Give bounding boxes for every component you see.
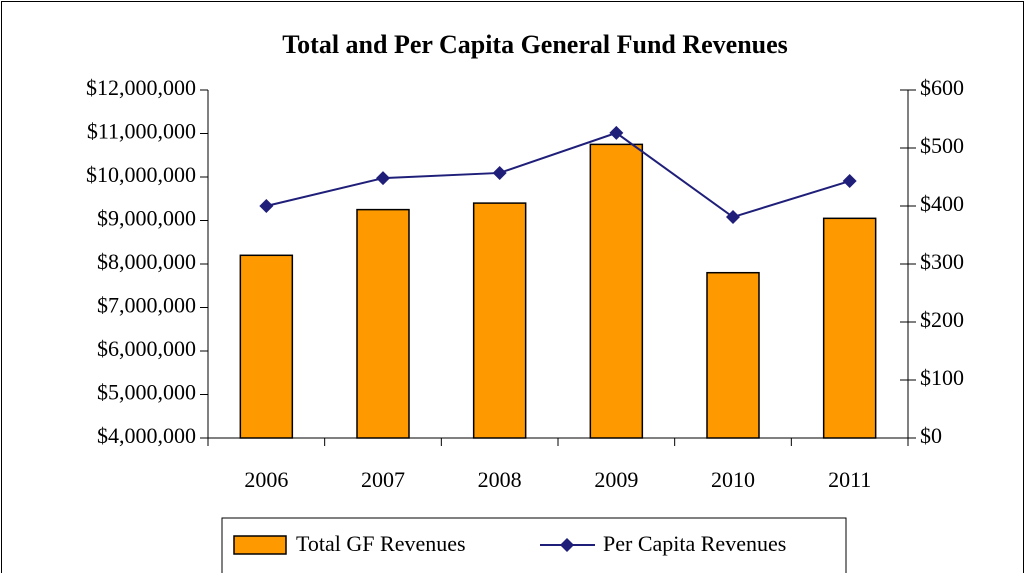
x-tick-label: 2006 <box>244 467 288 492</box>
x-tick-label: 2007 <box>361 467 405 492</box>
y2-tick-label: $100 <box>920 365 964 390</box>
y2-tick-label: $500 <box>920 133 964 158</box>
y-tick-label: $8,000,000 <box>97 249 196 274</box>
y2-tick-label: $0 <box>920 423 942 448</box>
legend-box <box>221 517 847 573</box>
y-tick-label: $7,000,000 <box>97 293 196 318</box>
bar <box>822 217 877 439</box>
x-tick-label: 2010 <box>711 467 755 492</box>
y-tick-label: $5,000,000 <box>97 380 196 405</box>
y-tick-label: $6,000,000 <box>97 336 196 361</box>
bar <box>356 208 410 439</box>
bar <box>239 254 294 439</box>
bar <box>472 202 527 439</box>
x-tick-label: 2011 <box>828 467 871 492</box>
y-tick-label: $10,000,000 <box>86 162 196 187</box>
y-tick-label: $11,000,000 <box>87 119 196 144</box>
y-tick-label: $4,000,000 <box>97 423 196 448</box>
point-marker <box>842 174 857 189</box>
legend-label: Total GF Revenues <box>296 531 466 556</box>
point-marker <box>376 171 390 186</box>
y2-tick-label: $400 <box>920 191 964 216</box>
legend-label: Per Capita Revenues <box>603 531 786 556</box>
x-tick-label: 2008 <box>478 467 522 492</box>
chart-title: Total and Per Capita General Fund Revenu… <box>282 30 788 59</box>
y2-tick-label: $300 <box>920 249 964 274</box>
y-tick-label: $9,000,000 <box>97 206 196 231</box>
point-marker <box>492 165 507 180</box>
point-marker <box>609 125 624 140</box>
y-tick-label: $12,000,000 <box>86 75 196 100</box>
point-marker <box>726 210 740 225</box>
bar <box>706 271 760 439</box>
legend-swatch <box>233 535 287 555</box>
legend-marker <box>560 538 574 552</box>
bar <box>589 143 644 439</box>
y2-tick-label: $600 <box>920 75 964 100</box>
y2-tick-label: $200 <box>920 307 964 332</box>
point-marker <box>259 199 274 213</box>
line <box>266 131 850 219</box>
x-tick-label: 2009 <box>594 467 638 492</box>
